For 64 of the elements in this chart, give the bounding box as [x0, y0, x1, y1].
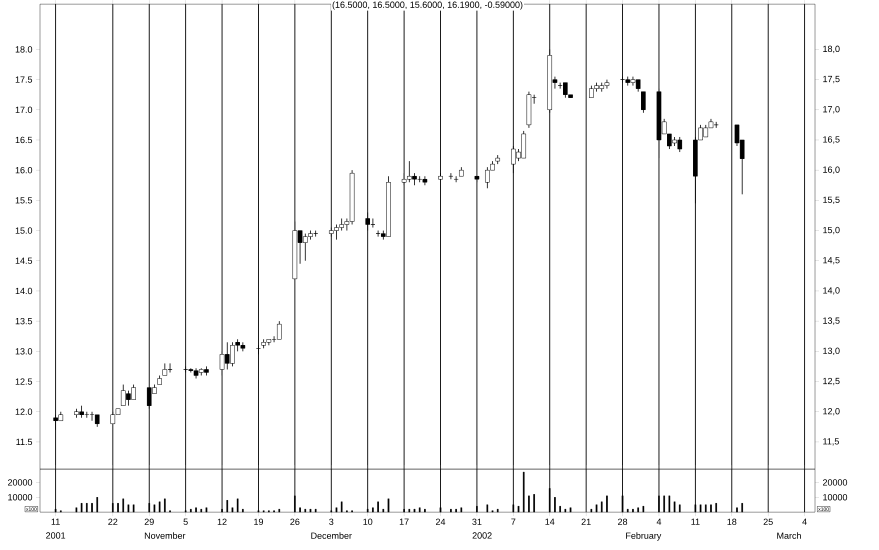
x-tick-label: 14 [545, 518, 554, 525]
y-tick-label: 20000 [8, 479, 32, 486]
y2-tick-label: 13,0 [823, 348, 840, 355]
y2-tick-label: 10000 [823, 494, 848, 500]
x2-tick-label: March [777, 532, 801, 539]
candlestick [641, 91, 646, 114]
x-tick-label: 12 [218, 518, 227, 525]
y2-tick-label: 17,5 [823, 76, 840, 84]
y2-tick-label: 15,5 [823, 196, 840, 204]
y2-tick-label: 17,0 [823, 106, 840, 114]
y-tick-label: 10000 [8, 494, 32, 500]
y2-tick-label: 14,5 [823, 257, 840, 264]
chart-title: (16.5000, 16.5000, 15.6000, 16.1900, -0.59000) [332, 1, 522, 10]
x-tick-label: 5 [184, 518, 188, 525]
y-tick-label: 14.5 [16, 258, 32, 264]
x-tick-label: 4 [802, 518, 807, 525]
x-tick-label: 10 [363, 518, 372, 525]
y-tick-label: 15.5 [16, 197, 32, 204]
x2-tick-label: December [311, 532, 352, 539]
candlestick [157, 375, 162, 385]
x-tick-label: 25 [764, 518, 773, 525]
y2-tick-label: 13,5 [823, 317, 840, 325]
y-tick-label: 18.0 [16, 46, 32, 53]
x-tick-label: 26 [290, 518, 300, 525]
y-tick-label: 11.5 [16, 438, 32, 446]
y2-tick-label: 20000 [822, 479, 848, 486]
x-tick-label: 22 [108, 518, 118, 525]
x-tick-label: 21 [582, 518, 591, 525]
y2-tick-label: 16,0 [823, 166, 840, 174]
y-tick-label: 17.5 [16, 76, 32, 83]
y-tick-label: 16.0 [16, 166, 32, 174]
x-tick-label: 31 [472, 518, 482, 525]
x2-tick-label: February [626, 532, 662, 541]
x2-tick-label: 2001 [46, 532, 66, 539]
y-tick-label: 14.0 [16, 288, 32, 294]
y-tick-label: 17.0 [16, 106, 32, 113]
x-tick-label: 24 [436, 518, 446, 525]
y2-tick-label: 11,5 [823, 438, 839, 446]
y-tick-label: 12.0 [16, 408, 32, 415]
y-tick-label: 16.5 [16, 136, 32, 144]
y2-tick-label: 16,5 [823, 136, 840, 144]
x-tick-label: 4 [656, 518, 662, 525]
y-tick-label: 12.5 [16, 378, 32, 385]
x-tick-label: 28 [618, 518, 628, 525]
x-tick-label: 3 [329, 518, 334, 525]
y-tick-label: 13.5 [16, 318, 32, 324]
x2-tick-label: November [144, 532, 186, 539]
x-tick-label: 19 [254, 518, 264, 525]
x-tick-label: 17 [400, 518, 409, 525]
x-tick-label: 11 [52, 518, 60, 525]
x2-tick-label: 2002 [472, 532, 492, 539]
y2-tick-label: 12,0 [823, 408, 840, 416]
x-tick-label: 7 [511, 518, 516, 525]
candlestick [458, 166, 464, 177]
x-tick-label: 18 [727, 518, 736, 525]
y2-tick-label: 18,0 [823, 46, 840, 54]
candlestick [495, 154, 500, 164]
y-tick-label: 13.0 [16, 348, 32, 354]
y2-tick-label: 15,0 [823, 226, 840, 234]
y2-tick-label: 12,5 [823, 378, 840, 386]
y2-tick-label: 14,0 [823, 287, 840, 295]
y-tick-label: 15.0 [16, 227, 32, 234]
x-tick-label: 11 [691, 518, 700, 525]
x-tick-label: 29 [144, 518, 154, 525]
